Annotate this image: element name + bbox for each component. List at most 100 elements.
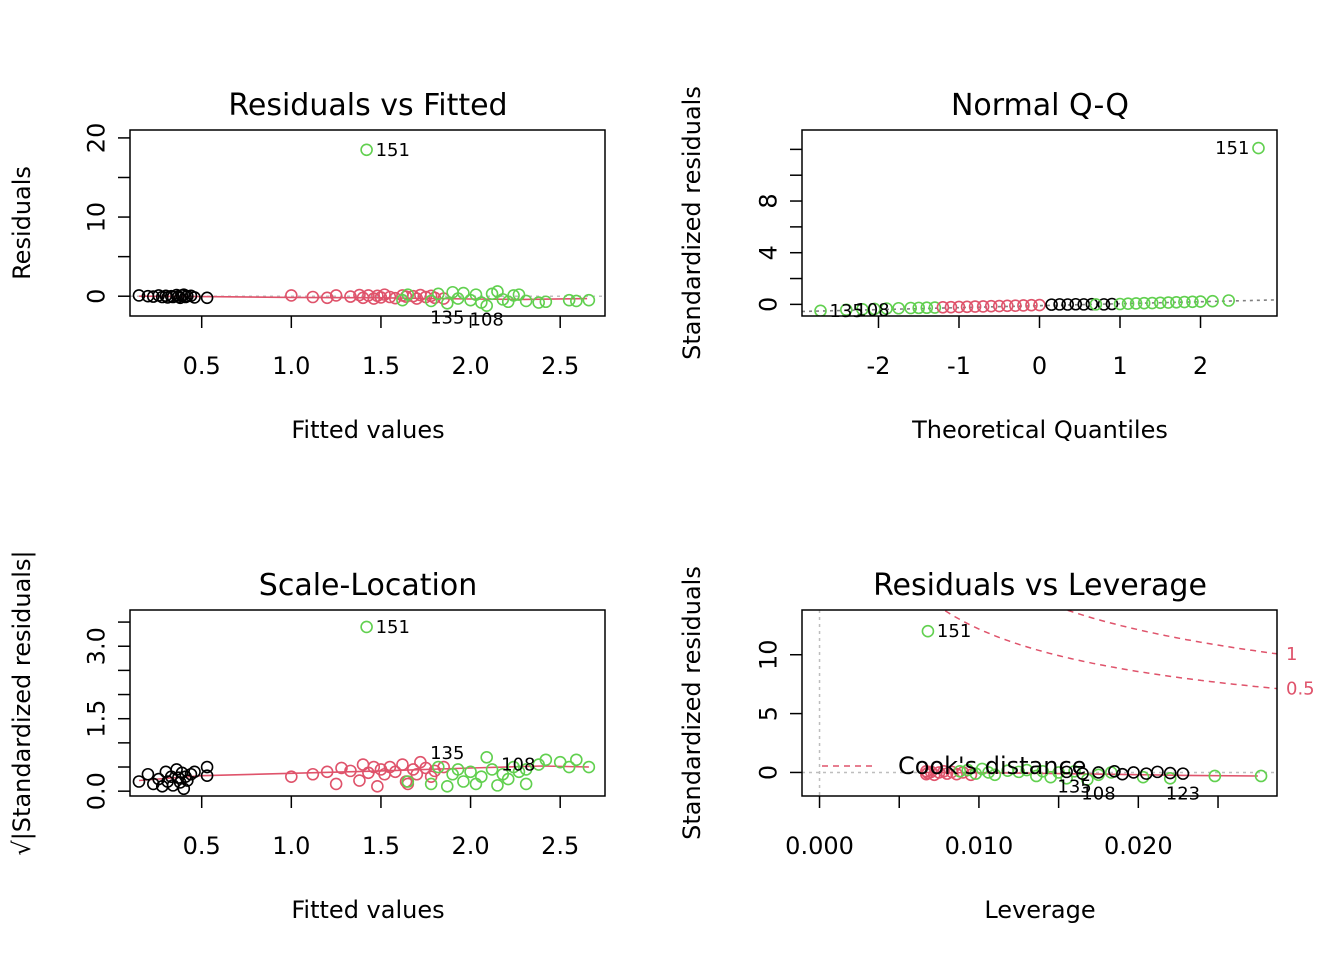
- data-point: [1113, 297, 1127, 311]
- x-tick-label: -1: [947, 352, 971, 380]
- data-point: [1009, 299, 1022, 312]
- plot-area: [130, 143, 605, 313]
- data-point: [360, 143, 373, 157]
- data-point: [1162, 296, 1175, 309]
- data-point: [1129, 297, 1143, 310]
- data-point: [200, 760, 214, 774]
- data-point: [961, 763, 975, 777]
- data-point: [892, 301, 905, 315]
- data-point: [432, 760, 445, 774]
- data-point: [1092, 766, 1105, 779]
- plot-frame: [129, 609, 606, 797]
- data-point: [1252, 141, 1265, 155]
- data-point: [469, 777, 483, 791]
- data-point: [984, 299, 998, 313]
- y-tick-label: 3.0: [82, 627, 110, 665]
- data-point: [960, 300, 974, 314]
- data-point: [1176, 767, 1190, 780]
- data-point: [440, 780, 454, 793]
- point-label: 151: [376, 140, 410, 161]
- data-point: [480, 751, 493, 764]
- data-point: [1033, 298, 1046, 312]
- data-point: [388, 765, 402, 779]
- data-point: [937, 764, 951, 778]
- x-axis-label: Theoretical Quantiles: [911, 416, 1168, 444]
- data-point: [480, 299, 493, 313]
- data-point: [921, 624, 935, 638]
- plot-area: [802, 610, 1277, 796]
- data-point: [374, 291, 388, 304]
- chart-title: Normal Q-Q: [951, 88, 1129, 123]
- plot-frame: [801, 609, 1278, 797]
- data-point: [1254, 769, 1268, 783]
- data-point: [512, 288, 526, 301]
- x-tick-label: 0: [1032, 352, 1047, 380]
- y-tick-label: 10: [82, 202, 110, 233]
- point-label: 108: [1081, 784, 1115, 805]
- x-tick-label: 1: [1112, 352, 1127, 380]
- data-point: [880, 302, 893, 315]
- data-point: [968, 300, 982, 313]
- data-point: [1153, 296, 1167, 310]
- x-tick-label: 0.010: [945, 832, 1014, 860]
- data-point: [383, 290, 397, 304]
- data-point: [924, 765, 938, 779]
- data-point: [424, 294, 438, 308]
- data-point: [562, 293, 576, 307]
- x-tick-label: 0.5: [183, 352, 221, 380]
- data-point: [1105, 297, 1119, 311]
- data-point: [432, 287, 445, 301]
- data-point: [475, 770, 488, 783]
- x-tick-label: 1.5: [362, 832, 400, 860]
- data-point: [285, 289, 298, 302]
- data-point: [410, 767, 424, 781]
- data-point: [177, 782, 191, 796]
- data-point: [570, 753, 583, 767]
- plot-area: [802, 141, 1277, 316]
- y-tick-label: 4: [754, 245, 782, 260]
- plot-area: [132, 620, 596, 796]
- x-tick-label: 0.5: [183, 832, 221, 860]
- data-point: [132, 289, 146, 302]
- data-point: [353, 288, 366, 302]
- data-point: [1060, 765, 1073, 779]
- y-axis-label: Standardized residuals: [678, 86, 706, 360]
- panel-3: Scale-Location Fitted values √|Standardize…: [8, 550, 606, 924]
- data-point: [371, 780, 384, 793]
- data-point: [582, 760, 596, 774]
- data-point: [1145, 296, 1159, 310]
- data-point: [582, 293, 596, 307]
- data-point: [507, 289, 520, 302]
- data-point: [401, 775, 415, 788]
- data-point: [188, 765, 201, 779]
- x-tick-label: 2.5: [541, 352, 579, 380]
- point-label: 151: [937, 621, 971, 642]
- data-point: [1020, 763, 1034, 777]
- data-point: [1222, 294, 1235, 307]
- data-point: [1151, 765, 1164, 779]
- data-point: [353, 774, 366, 787]
- data-point: [200, 769, 214, 783]
- data-point: [344, 764, 357, 778]
- data-point: [1137, 296, 1151, 310]
- data-point: [329, 289, 343, 302]
- data-point: [1060, 772, 1073, 785]
- data-point: [1178, 295, 1191, 309]
- data-point: [1017, 299, 1030, 312]
- data-point: [512, 765, 526, 779]
- chart-title: Residuals vs Fitted: [228, 88, 507, 123]
- data-point: [1206, 294, 1219, 308]
- data-point: [181, 774, 194, 787]
- data-point: [953, 764, 967, 778]
- data-point: [437, 760, 450, 774]
- data-point: [200, 291, 214, 305]
- data-point: [485, 763, 499, 776]
- data-point: [141, 767, 155, 781]
- y-axis-label: Residuals: [8, 166, 36, 280]
- y-axis-label: Standardized residuals: [678, 566, 706, 840]
- data-point: [1052, 766, 1065, 779]
- legend-label: Cook's distance: [898, 752, 1086, 780]
- data-point: [952, 300, 966, 314]
- data-point: [936, 301, 950, 314]
- x-tick-label: 2: [1193, 352, 1208, 380]
